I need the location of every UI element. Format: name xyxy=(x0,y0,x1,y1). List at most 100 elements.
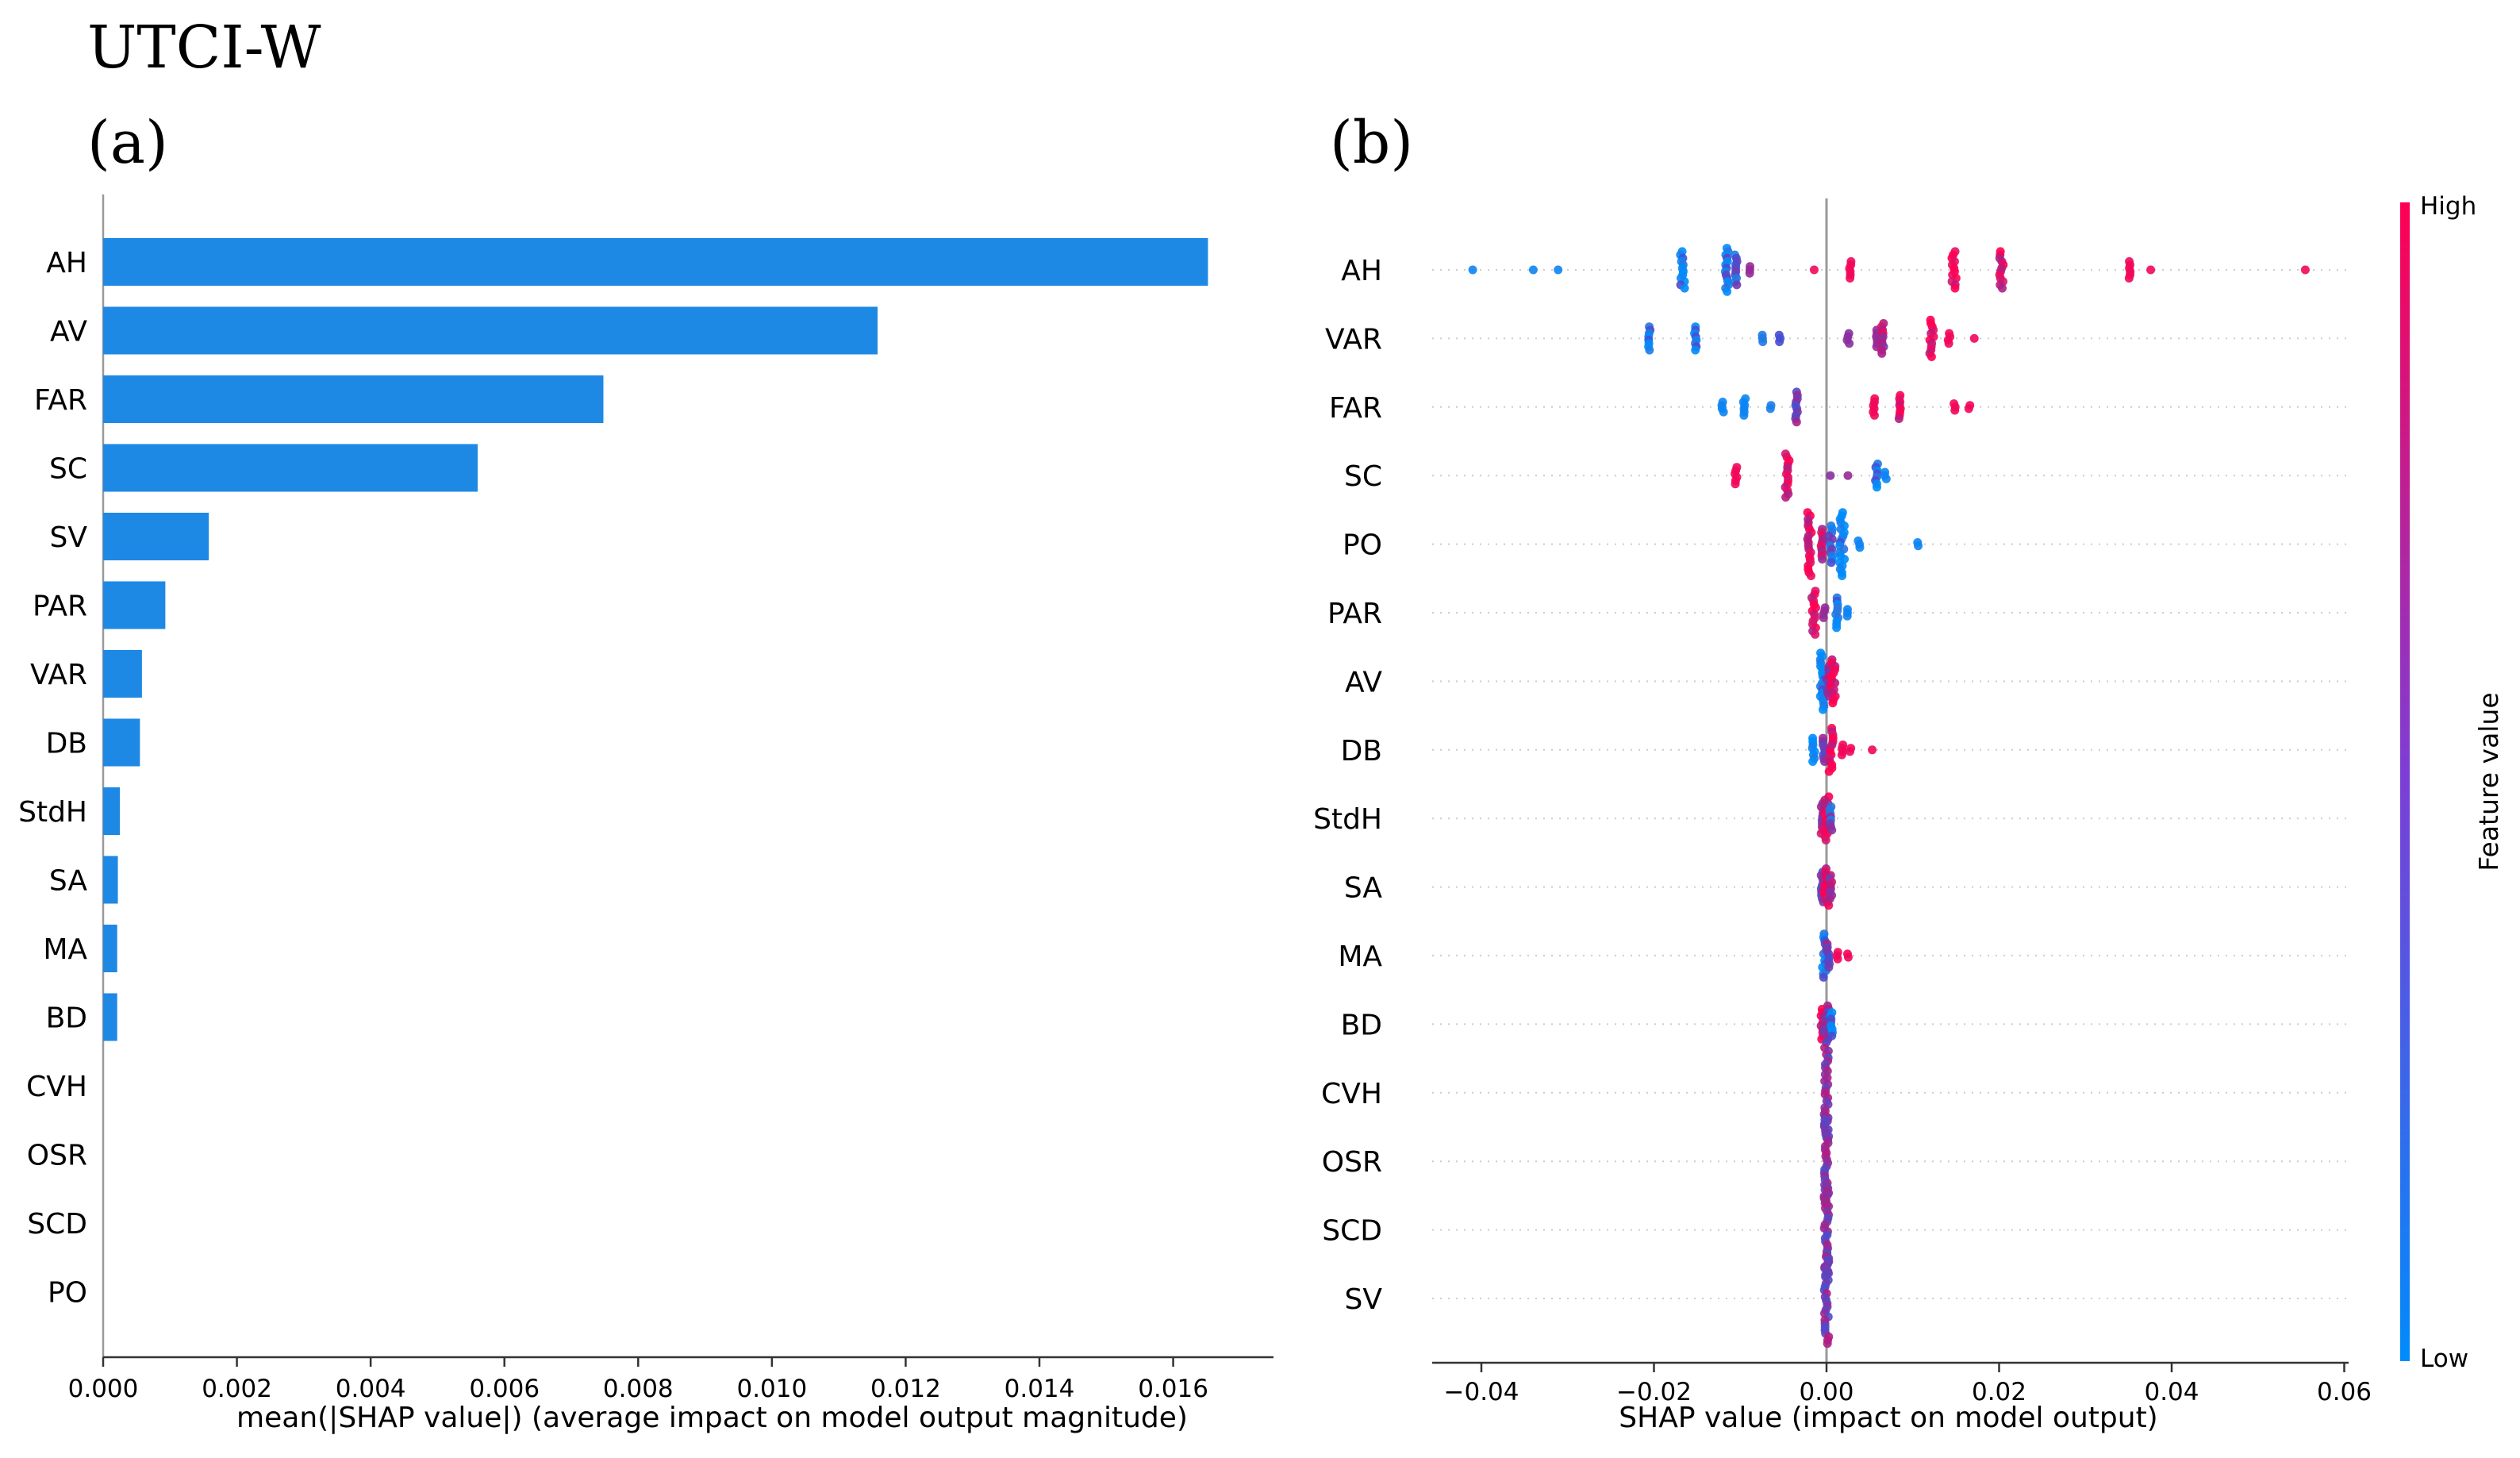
x-tick-label: −0.04 xyxy=(1444,1378,1519,1406)
y-tick-label: BD xyxy=(1341,1009,1382,1041)
shap-dot xyxy=(2300,265,2310,275)
shap-dot xyxy=(1998,283,2007,293)
shap-dot xyxy=(1680,283,1689,293)
colorbar-low-label: Low xyxy=(2420,1345,2468,1373)
y-tick-label: VAR xyxy=(30,659,87,691)
shap-dot xyxy=(1645,345,1654,355)
shap-dot xyxy=(1819,613,1828,622)
shap-dot xyxy=(1843,952,1853,962)
shap-dot xyxy=(1765,404,1775,414)
x-tick-label: 0.004 xyxy=(336,1375,406,1403)
shap-dot xyxy=(1869,410,1879,420)
bar-FAR xyxy=(103,375,604,423)
shap-dot xyxy=(1821,836,1830,844)
x-tick-label: 0.000 xyxy=(68,1375,139,1403)
bar-DB xyxy=(103,718,140,767)
shap-dot xyxy=(1823,1339,1832,1348)
y-tick-label: CVH xyxy=(26,1071,87,1103)
shap-dot xyxy=(2124,274,2134,283)
y-tick-label: StdH xyxy=(18,796,87,829)
bar-chart-panel: AH AV FAR SC SV PAR VAR DB StdH SA MA BD CVH OSR SCD PO… xyxy=(18,194,1273,1434)
y-tick-label: OSR xyxy=(27,1140,87,1172)
x-tick-label: 0.002 xyxy=(202,1375,272,1403)
shap-dot xyxy=(1739,410,1749,420)
shap-dot xyxy=(1758,337,1768,347)
shap-dot xyxy=(1832,623,1842,633)
colorbar: High Low Feature value xyxy=(2400,192,2504,1373)
x-tick-label: −0.02 xyxy=(1616,1378,1692,1406)
shap-dot xyxy=(1554,265,1563,275)
shap-dot xyxy=(1828,698,1838,708)
y-tick-label: CVH xyxy=(1321,1078,1382,1110)
x-tick-label: 0.008 xyxy=(603,1375,674,1403)
shap-dot xyxy=(1809,265,1819,275)
shap-dot xyxy=(1827,1031,1837,1041)
shap-dot xyxy=(1926,352,1936,361)
shap-dot xyxy=(1528,265,1538,275)
shap-dot xyxy=(1843,471,1853,480)
shap-dot xyxy=(1808,757,1818,766)
bar-MA xyxy=(103,925,117,972)
colorbar-gradient xyxy=(2400,202,2410,1361)
shap-dot xyxy=(2146,265,2156,275)
y-tick-label: OSR xyxy=(1322,1146,1382,1179)
shap-dot xyxy=(1950,406,1960,415)
y-tick-label: DB xyxy=(1341,735,1382,767)
x-axis-label: SHAP value (impact on model output) xyxy=(1619,1402,2157,1434)
shap-dot xyxy=(1950,283,1960,293)
shap-dot xyxy=(1894,414,1903,423)
y-tick-label: MA xyxy=(43,933,87,966)
bar-VAR xyxy=(103,650,142,698)
x-tick-label: 0.006 xyxy=(469,1375,540,1403)
y-tick-label: PAR xyxy=(33,591,87,623)
beeswarm-chart-panel: AH VAR FAR SC PO PAR AV DB StdH SA MA BD CVH OSR SCD SV… xyxy=(1313,198,2372,1434)
shap-dot xyxy=(1826,471,1835,480)
shap-dot xyxy=(1964,404,1973,414)
shap-dot xyxy=(1811,629,1820,639)
y-tick-label: SCD xyxy=(27,1208,87,1241)
panel-a-label: (a) xyxy=(87,109,168,177)
colorbar-high-label: High xyxy=(2420,192,2476,221)
y-tick-label: SA xyxy=(49,865,88,898)
shap-dot xyxy=(1731,479,1740,489)
x-axis-label: mean(|SHAP value|) (average impact on mo… xyxy=(236,1402,1188,1434)
y-tick-label: SC xyxy=(49,453,87,486)
shap-dot xyxy=(1837,750,1846,760)
shap-dot xyxy=(1825,894,1834,903)
y-tick-label: MA xyxy=(1338,941,1382,973)
y-tick-label: AV xyxy=(50,316,87,348)
x-tick-label: 0.04 xyxy=(2144,1378,2199,1406)
y-tick-label: SV xyxy=(1345,1283,1383,1316)
shap-dot xyxy=(1881,474,1891,483)
shap-dot xyxy=(1868,745,1877,755)
shap-dot xyxy=(1792,417,1801,427)
x-tick-label: 0.014 xyxy=(1005,1375,1075,1403)
y-tick-label: SC xyxy=(1344,460,1382,493)
y-tick-label: SCD xyxy=(1322,1215,1382,1248)
shap-dot xyxy=(1691,345,1700,355)
y-tick-label: AH xyxy=(1341,255,1382,287)
shap-dot xyxy=(1824,901,1834,910)
shap-dot xyxy=(1719,407,1728,417)
shap-dot xyxy=(1914,541,1923,551)
figure-title: UTCI-W xyxy=(87,13,321,82)
bar-StdH xyxy=(103,787,121,835)
shap-dot xyxy=(1944,339,1953,348)
bar-AV xyxy=(103,306,878,355)
shap-dot xyxy=(1819,705,1828,714)
shap-dot xyxy=(1877,348,1887,358)
shap-dot xyxy=(1827,825,1837,835)
bar-SC xyxy=(103,444,478,492)
shap-dot xyxy=(1745,268,1754,278)
y-tick-label: PO xyxy=(48,1277,87,1310)
y-tick-label: BD xyxy=(46,1002,87,1035)
bar-PAR xyxy=(103,581,166,629)
shap-dot xyxy=(1819,972,1828,982)
y-tick-label: SV xyxy=(50,521,88,554)
shap-dot xyxy=(1775,337,1784,347)
shap-dot xyxy=(1846,274,1855,283)
bar-SA xyxy=(103,856,118,904)
x-tick-label: 0.016 xyxy=(1138,1375,1208,1403)
shap-dot xyxy=(1833,954,1842,964)
colorbar-title: Feature value xyxy=(2473,692,2504,871)
